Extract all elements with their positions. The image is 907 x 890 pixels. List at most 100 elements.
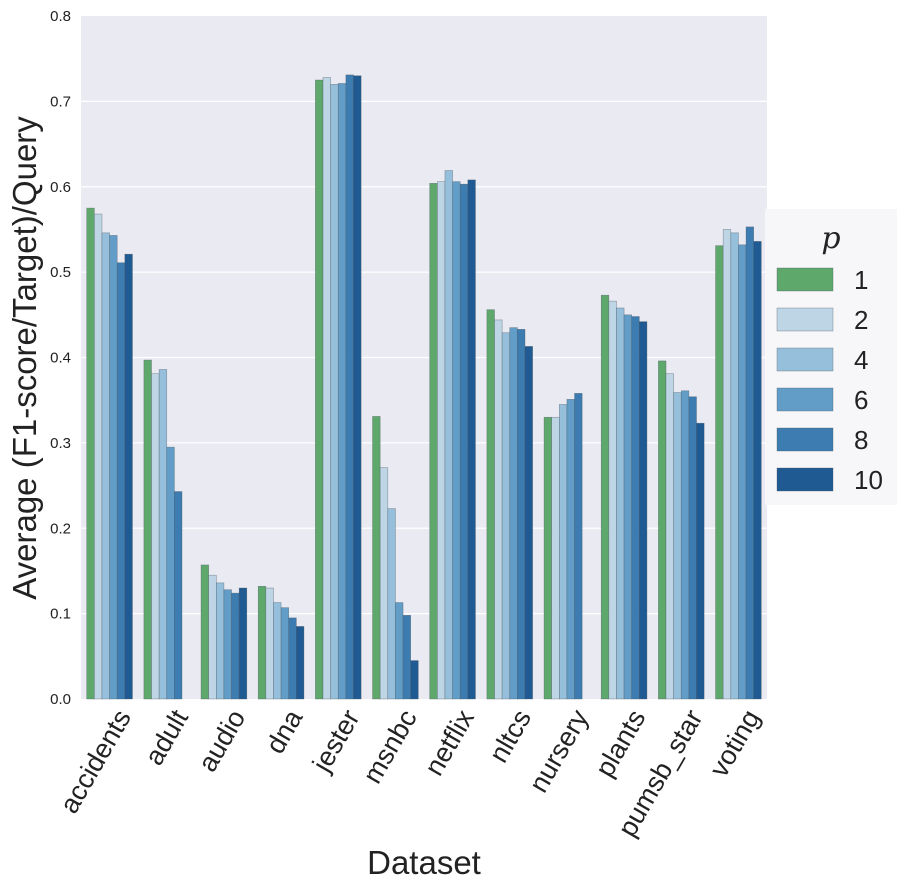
legend: p 1 2 4 6 8 10: [765, 209, 897, 505]
bar-voting-p10: [753, 241, 762, 700]
bar-audio-p10: [238, 587, 248, 700]
bar-plants-p8: [631, 316, 640, 700]
y-tick-label: 0.0: [50, 691, 71, 708]
y-tick-label: 0.7: [50, 93, 71, 110]
legend-swatch-p8: [776, 427, 834, 452]
bar-netflix-p2: [437, 181, 446, 700]
bar-accidents-p10: [124, 253, 133, 700]
bar-plants-p1: [600, 294, 610, 700]
legend-label-p2: 2: [854, 305, 868, 335]
bar-dna-p4: [273, 602, 282, 700]
bar-netflix-p4: [444, 170, 453, 700]
bar-plants-p4: [616, 307, 625, 700]
bar-voting-p6: [738, 244, 747, 700]
legend-swatch-p4: [776, 347, 834, 372]
gridlines: [81, 100, 767, 615]
legend-swatch-p2: [776, 307, 834, 332]
bar-adult-p1: [143, 359, 152, 700]
x-tick-label-accidents: accidents: [54, 705, 137, 819]
bar-nursery-p6: [566, 399, 575, 700]
bar-nltcs-p4: [501, 332, 511, 700]
bar-plants-p10: [639, 321, 648, 700]
bar-pumsb_star-p6: [680, 390, 690, 700]
bar-netflix-p10: [467, 179, 476, 700]
y-tick-label: 0.3: [50, 435, 71, 452]
x-axis-title: Dataset: [367, 844, 481, 881]
y-tick-label: 0.4: [50, 350, 71, 367]
bar-pumsb_star-p10: [696, 422, 705, 700]
bar-pumsb_star-p8: [688, 396, 697, 700]
bar-nltcs-p10: [524, 346, 533, 700]
bar-dna-p2: [265, 587, 274, 700]
y-tick-labels: 0.0 0.1 0.2 0.3 0.4 0.5 0.6 0.7 0.8: [50, 8, 71, 708]
bar-nursery-p2: [551, 416, 560, 700]
x-tick-label-audio: audio: [192, 705, 251, 777]
x-tick-label-netflix: netflix: [419, 704, 480, 781]
bar-pumsb_star-p1: [658, 360, 667, 700]
legend-label-p8: 8: [854, 425, 868, 455]
bar-adult-p4: [158, 369, 168, 700]
bar-msnbc-p1: [372, 416, 381, 700]
bar-netflix-p8: [459, 183, 469, 700]
bar-nltcs-p1: [486, 309, 495, 700]
bar-plants-p2: [608, 300, 617, 700]
legend-items: 1 2 4 6 8 10: [776, 265, 883, 495]
bar-jester-p1: [315, 79, 324, 700]
bar-audio-p8: [231, 592, 240, 700]
legend-label-p6: 6: [854, 385, 868, 415]
bar-jester-p2: [322, 77, 331, 700]
bar-msnbc-p8: [402, 615, 411, 700]
bar-nursery-p4: [558, 404, 568, 700]
bar-adult-p2: [151, 373, 160, 700]
y-tick-label: 0.8: [50, 8, 71, 25]
y-tick-label: 0.5: [50, 264, 71, 281]
bar-jester-p10: [353, 75, 362, 700]
bar-nltcs-p8: [517, 329, 526, 700]
bar-audio-p2: [208, 574, 217, 700]
y-tick-label: 0.1: [50, 606, 71, 623]
bar-nltcs-p2: [494, 319, 503, 700]
bar-jester-p4: [330, 84, 339, 700]
bar-pumsb_star-p4: [673, 392, 682, 700]
bar-msnbc-p2: [379, 467, 389, 700]
legend-swatch-p6: [776, 387, 834, 412]
bar-accidents-p6: [109, 235, 118, 700]
bar-jester-p8: [345, 74, 354, 700]
x-tick-label-jester: jester: [306, 705, 365, 778]
y-tick-label: 0.2: [50, 520, 71, 537]
bar-nltcs-p6: [509, 327, 518, 700]
bar-voting-p1: [715, 245, 724, 700]
bar-voting-p2: [722, 229, 732, 700]
y-axis-title: Average (F1-score/Target)/Query: [6, 116, 43, 600]
x-tick-label-voting: voting: [704, 705, 766, 782]
bar-nursery-p8: [574, 393, 583, 700]
legend-title: p: [821, 221, 840, 256]
bar-msnbc-p6: [395, 602, 404, 700]
bar-netflix-p6: [452, 181, 461, 700]
legend-swatch-p10: [776, 467, 834, 492]
y-tick-label: 0.6: [50, 179, 71, 196]
bar-accidents-p2: [94, 213, 103, 700]
x-tick-label-plants: plants: [589, 705, 651, 782]
legend-swatch-p1: [776, 267, 834, 292]
bar-audio-p6: [223, 589, 232, 700]
bar-voting-p4: [730, 232, 739, 700]
x-tick-label-nltcs: nltcs: [483, 705, 537, 768]
x-tick-label-dna: dna: [260, 704, 309, 759]
bar-netflix-p1: [429, 183, 438, 700]
bar-plants-p6: [623, 314, 633, 700]
legend-label-p4: 4: [854, 345, 868, 375]
bar-dna-p10: [296, 626, 305, 700]
bar-jester-p6: [337, 83, 347, 700]
bar-dna-p6: [280, 607, 290, 700]
bar-msnbc-p10: [410, 660, 419, 700]
bar-adult-p6: [166, 446, 175, 700]
bar-accidents-p8: [116, 262, 126, 700]
x-tick-label-adult: adult: [139, 704, 195, 770]
legend-label-p1: 1: [854, 265, 868, 295]
bar-dna-p8: [288, 617, 297, 700]
bar-dna-p1: [257, 586, 267, 700]
bar-adult-p8: [174, 491, 183, 700]
